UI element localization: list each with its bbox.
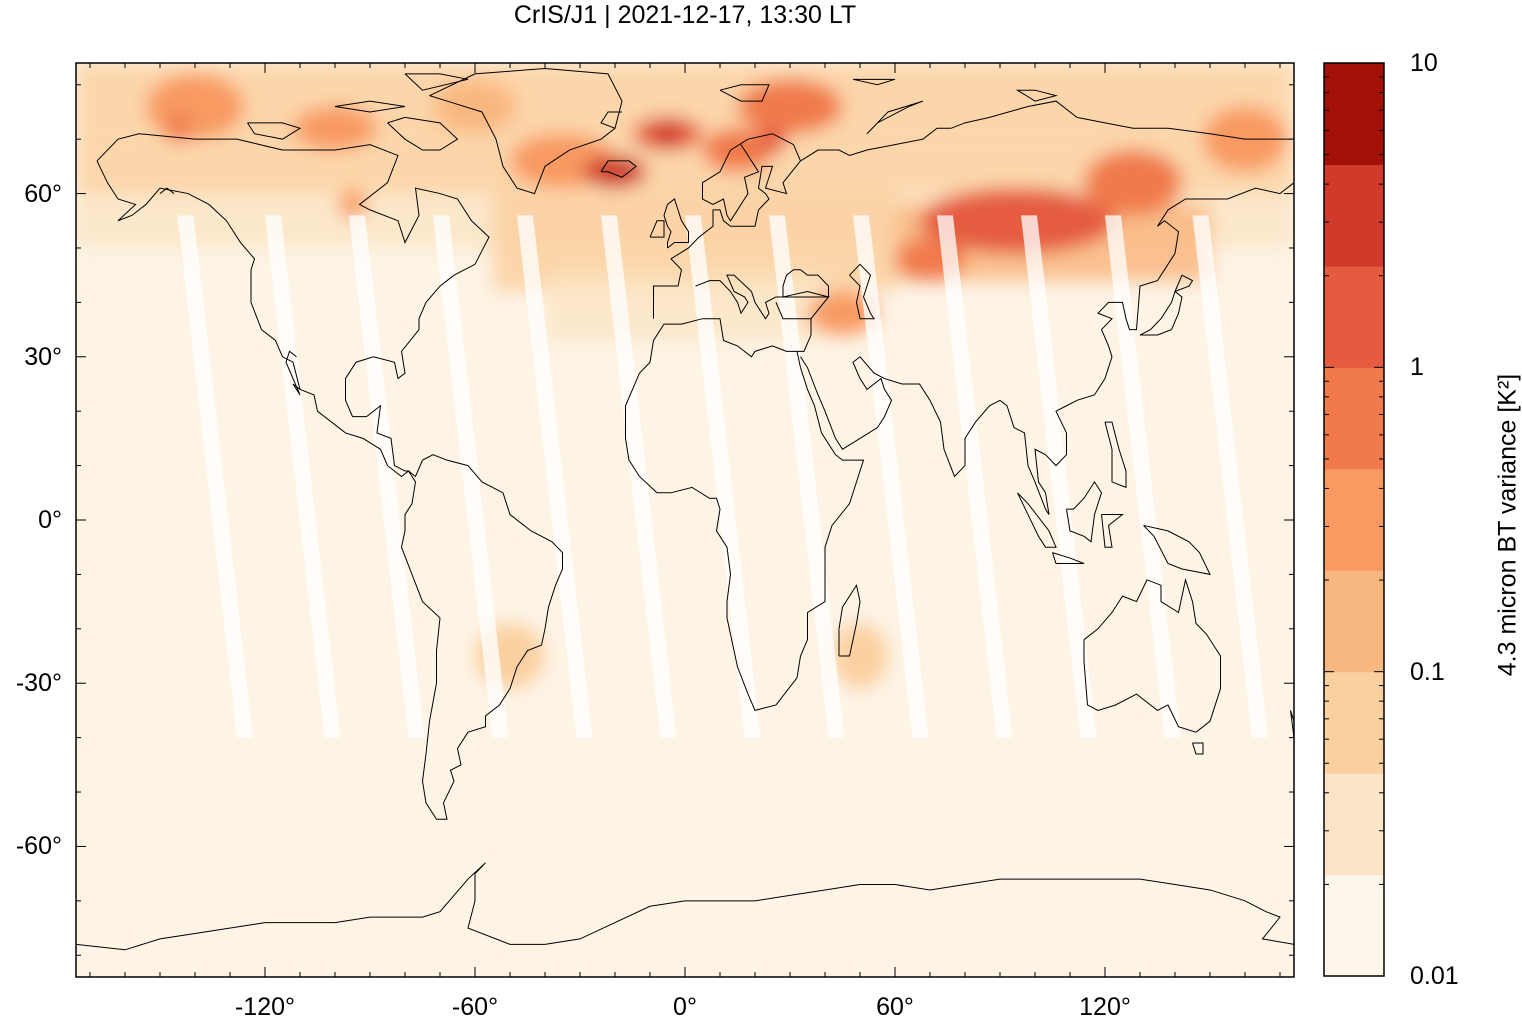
hotspot (654, 120, 682, 148)
colorbar-swatch (1324, 672, 1384, 774)
hotspot (339, 190, 367, 218)
colorbar-swatch (1324, 367, 1384, 469)
x-tick-label: -60° (452, 995, 498, 1020)
x-tick-label: 120° (1079, 995, 1131, 1020)
colorbar-tick-label: 0.1 (1410, 660, 1445, 685)
colorbar-swatch (1324, 875, 1384, 977)
colorbar-tick-label: 0.01 (1410, 964, 1459, 989)
colorbar-tick-label: 1 (1410, 355, 1424, 380)
colorbar-swatch (1324, 164, 1384, 266)
colorbar (1324, 63, 1384, 977)
x-tick-label: -120° (235, 995, 295, 1020)
colorbar-swatch (1324, 570, 1384, 672)
colorbar-swatch (1324, 63, 1384, 165)
hotspot (916, 245, 944, 273)
y-tick-label: -60° (16, 834, 62, 859)
y-tick-label: 30° (24, 345, 62, 370)
colorbar-label: 4.3 micron BT variance [K²] (1494, 374, 1522, 676)
colorbar-swatch (1324, 773, 1384, 875)
colorbar-swatch (1324, 266, 1384, 368)
colorbar-tick-label: 10 (1410, 51, 1438, 76)
y-tick-label: -30° (16, 671, 62, 696)
x-tick-label: 0° (673, 995, 697, 1020)
colorbar-swatch (1324, 469, 1384, 571)
hotspot (1119, 169, 1147, 197)
y-tick-label: 0° (38, 508, 62, 533)
y-tick-label: 60° (24, 182, 62, 207)
x-tick-label: 60° (876, 995, 914, 1020)
